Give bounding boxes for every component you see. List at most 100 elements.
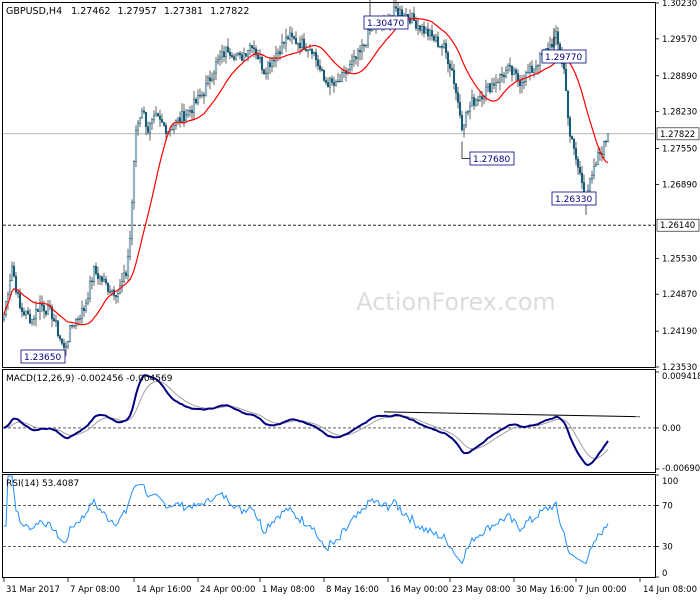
candle-body xyxy=(150,119,154,124)
candle-body xyxy=(348,64,352,71)
macd-tick-label: 0.009418 xyxy=(662,372,700,382)
candle-body xyxy=(432,35,436,41)
candle-body xyxy=(602,140,606,155)
candle-body xyxy=(238,52,242,56)
candle-body xyxy=(32,318,36,321)
candle-body xyxy=(570,136,574,140)
price-tick-label: 1.24870 xyxy=(662,290,697,300)
candle-body xyxy=(296,43,300,45)
candle-body xyxy=(452,69,456,84)
candle-body xyxy=(270,59,274,67)
signal-series-line xyxy=(3,380,609,459)
price-tick-label: 1.29570 xyxy=(662,35,697,45)
candle-body xyxy=(46,305,50,315)
candle-body xyxy=(124,272,128,276)
candle-body xyxy=(332,82,336,86)
candle-body xyxy=(118,285,122,294)
symbol-label: GBPUSD,H4 xyxy=(6,6,62,17)
annotation-box xyxy=(469,151,515,166)
candle-body xyxy=(194,99,198,104)
price-tick-label: 1.26890 xyxy=(662,180,697,190)
candle-body xyxy=(20,307,24,312)
time-tick-label: 23 May 08:00 xyxy=(452,585,510,595)
candle-body xyxy=(212,72,216,80)
ma-series-line xyxy=(3,17,609,326)
candle-body xyxy=(394,6,398,9)
candle-body xyxy=(104,279,108,284)
candle-body xyxy=(22,311,26,316)
candle-body xyxy=(202,94,206,97)
time-tick-label: 24 Apr 00:00 xyxy=(200,585,255,595)
candle-body xyxy=(42,305,46,312)
candle-body xyxy=(488,83,492,93)
candle-body xyxy=(146,126,150,133)
candle-body xyxy=(320,69,324,71)
annotation-label: 1.23650 xyxy=(24,353,61,363)
candle-body xyxy=(464,112,468,126)
candle-body xyxy=(280,42,284,55)
candle-body xyxy=(234,54,238,60)
candle-body xyxy=(208,77,212,82)
candle-body xyxy=(444,43,448,53)
candle-body xyxy=(576,158,580,168)
candle-body xyxy=(504,69,508,77)
candle-body xyxy=(160,119,164,123)
candle-body xyxy=(574,148,578,160)
candle-body xyxy=(128,238,132,257)
candle-body xyxy=(420,26,424,31)
candle-body xyxy=(298,43,302,48)
candle-body xyxy=(498,74,502,83)
candle-body xyxy=(580,172,584,183)
candle-body xyxy=(446,52,450,65)
candle-body xyxy=(572,139,576,149)
candle-body xyxy=(526,72,530,74)
ohlc-close: 1.27822 xyxy=(210,6,249,17)
candle-body xyxy=(96,273,100,279)
candle-body xyxy=(414,20,418,29)
rsi-header: RSI(14) 53.4087 xyxy=(6,479,79,489)
candle-body xyxy=(102,279,106,282)
candle-body xyxy=(26,310,30,315)
candle-body xyxy=(244,53,248,57)
candle-body xyxy=(130,202,134,239)
candle-body xyxy=(340,72,344,82)
candle-body xyxy=(428,30,432,37)
candle-body xyxy=(58,335,62,340)
candle-body xyxy=(170,129,174,131)
candle-body xyxy=(16,291,20,294)
candle-body xyxy=(284,36,288,44)
price-tick-label: 1.28230 xyxy=(662,108,697,118)
candle-body xyxy=(408,17,412,24)
price-tick-label: 1.25530 xyxy=(662,254,697,264)
candle-body xyxy=(592,165,596,176)
candle-body xyxy=(236,52,240,56)
candle-body xyxy=(220,51,224,58)
candle-body xyxy=(84,302,88,311)
candle-body xyxy=(34,309,38,320)
annotation-label: 1.29770 xyxy=(545,53,582,63)
candle-body xyxy=(242,53,246,61)
annotation-box xyxy=(363,15,409,30)
candle-body xyxy=(108,291,112,293)
candle-body xyxy=(328,78,332,88)
candle-body xyxy=(86,298,90,304)
candle-body xyxy=(90,280,94,283)
candle-body xyxy=(522,81,526,83)
candle-body xyxy=(78,318,82,320)
price-tick-label: 1.23530 xyxy=(662,363,697,373)
candle-body xyxy=(290,32,294,37)
candle-body xyxy=(398,9,402,16)
candle-body xyxy=(516,73,520,81)
candle-body xyxy=(216,59,220,63)
candle-body xyxy=(74,318,78,326)
candle-body xyxy=(154,113,158,117)
time-tick-label: 14 Jun 08:00 xyxy=(643,585,697,595)
candle-body xyxy=(324,80,328,83)
candle-body xyxy=(206,77,210,84)
time-tick-label: 31 Mar 2017 xyxy=(6,585,60,595)
candle-body xyxy=(502,75,506,77)
annotation-box xyxy=(20,349,66,364)
candle-body xyxy=(282,42,286,44)
candle-body xyxy=(114,295,118,298)
